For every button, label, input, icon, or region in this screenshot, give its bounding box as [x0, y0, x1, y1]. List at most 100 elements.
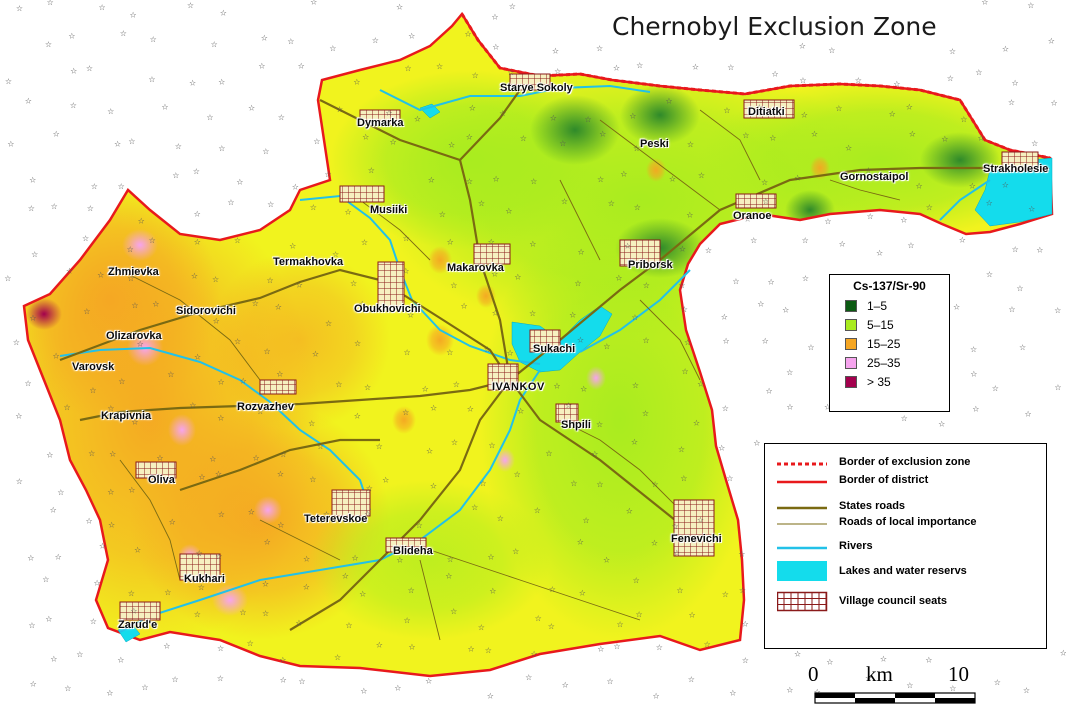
measurement-point-icon: ☆ — [561, 197, 568, 206]
measurement-point-icon: ☆ — [739, 586, 746, 595]
measurement-point-icon: ☆ — [807, 343, 814, 352]
measurement-point-icon: ☆ — [652, 480, 659, 489]
measurement-point-icon: ☆ — [520, 134, 527, 143]
measurement-point-icon: ☆ — [633, 576, 640, 585]
measurement-point-icon: ☆ — [529, 309, 536, 318]
measurement-point-icon: ☆ — [1028, 204, 1035, 213]
measurement-point-icon: ☆ — [1019, 343, 1026, 352]
measurement-point-icon: ☆ — [617, 620, 624, 629]
measurement-point-icon: ☆ — [191, 271, 198, 280]
measurement-point-icon: ☆ — [28, 204, 35, 213]
measurement-point-icon: ☆ — [742, 131, 749, 140]
measurement-point-icon: ☆ — [698, 171, 705, 180]
measurement-point-icon: ☆ — [396, 556, 403, 565]
measurement-point-icon: ☆ — [267, 276, 274, 285]
measurement-point-icon: ☆ — [845, 144, 852, 153]
measurement-point-icon: ☆ — [353, 78, 360, 87]
measurement-point-icon: ☆ — [960, 115, 967, 124]
measurement-point-icon: ☆ — [466, 132, 473, 141]
measurement-point-icon: ☆ — [404, 616, 411, 625]
measurement-point-icon: ☆ — [189, 78, 196, 87]
measurement-point-icon: ☆ — [152, 299, 159, 308]
measurement-point-icon: ☆ — [501, 382, 508, 391]
measurement-point-icon: ☆ — [478, 623, 485, 632]
measurement-point-icon: ☆ — [723, 336, 730, 345]
symbol-legend-row: Roads of local importance — [777, 516, 1042, 538]
measurement-point-icon: ☆ — [786, 368, 793, 377]
place-label: Sidorovichi — [176, 305, 236, 317]
measurement-point-icon: ☆ — [570, 479, 577, 488]
measurement-point-icon: ☆ — [491, 270, 498, 279]
measurement-point-icon: ☆ — [1054, 306, 1061, 315]
measurement-point-icon: ☆ — [465, 30, 472, 39]
measurement-point-icon: ☆ — [193, 167, 200, 176]
measurement-point-icon: ☆ — [46, 450, 53, 459]
measurement-point-icon: ☆ — [723, 106, 730, 115]
measurement-point-icon: ☆ — [591, 450, 598, 459]
measurement-point-icon: ☆ — [325, 319, 332, 328]
measurement-point-icon: ☆ — [342, 572, 349, 581]
measurement-point-icon: ☆ — [262, 147, 269, 156]
measurement-point-icon: ☆ — [29, 313, 36, 322]
measurement-point-icon: ☆ — [467, 405, 474, 414]
symbol-legend-row: States roads — [777, 500, 1042, 522]
measurement-point-icon: ☆ — [372, 36, 379, 45]
measurement-point-icon: ☆ — [517, 406, 524, 415]
measurement-point-icon: ☆ — [120, 29, 127, 38]
measurement-point-icon: ☆ — [298, 61, 305, 70]
measurement-point-icon: ☆ — [718, 443, 725, 452]
symbol-legend-label: Village council seats — [839, 595, 948, 607]
measurement-point-icon: ☆ — [801, 111, 808, 120]
measurement-point-icon: ☆ — [215, 552, 222, 561]
measurement-point-icon: ☆ — [1048, 36, 1055, 45]
measurement-point-icon: ☆ — [261, 34, 268, 43]
measurement-point-icon: ☆ — [907, 241, 914, 250]
measurement-point-icon: ☆ — [414, 114, 421, 123]
measurement-point-icon: ☆ — [148, 75, 155, 84]
legend-label: 5–15 — [867, 318, 894, 332]
symbol-swatch — [777, 506, 827, 510]
measurement-point-icon: ☆ — [1060, 648, 1066, 657]
measurement-point-icon: ☆ — [565, 401, 572, 410]
measurement-point-icon: ☆ — [569, 310, 576, 319]
legend-label: 25–35 — [867, 356, 901, 370]
measurement-point-icon: ☆ — [234, 337, 241, 346]
measurement-point-icon: ☆ — [55, 553, 62, 562]
measurement-point-icon: ☆ — [684, 338, 691, 347]
measurement-point-icon: ☆ — [925, 656, 932, 665]
measurement-point-icon: ☆ — [99, 542, 106, 551]
measurement-point-icon: ☆ — [359, 590, 366, 599]
measurement-point-icon: ☆ — [209, 454, 216, 463]
measurement-point-icon: ☆ — [53, 352, 60, 361]
place-label: Olizarovka — [106, 330, 162, 342]
legend-swatch — [845, 357, 857, 369]
measurement-point-icon: ☆ — [240, 377, 247, 386]
measurement-point-icon: ☆ — [970, 345, 977, 354]
measurement-point-icon: ☆ — [218, 78, 225, 87]
measurement-point-icon: ☆ — [471, 503, 478, 512]
measurement-point-icon: ☆ — [258, 62, 265, 71]
measurement-point-icon: ☆ — [468, 645, 475, 654]
symbol-swatch — [777, 480, 827, 484]
measurement-point-icon: ☆ — [239, 608, 246, 617]
measurement-point-icon: ☆ — [295, 619, 302, 628]
measurement-point-icon: ☆ — [13, 338, 20, 347]
measurement-point-icon: ☆ — [45, 614, 52, 623]
symbol-legend-label: Lakes and water reservs — [839, 565, 967, 577]
measurement-point-icon: ☆ — [525, 673, 532, 682]
measurement-point-icon: ☆ — [761, 178, 768, 187]
measurement-point-icon: ☆ — [354, 411, 361, 420]
state-roads — [59, 89, 990, 631]
place-label: Fenevichi — [671, 533, 722, 545]
measurement-point-icon: ☆ — [359, 300, 366, 309]
measurement-point-icon: ☆ — [390, 137, 397, 146]
measurement-point-icon: ☆ — [722, 404, 729, 413]
measurement-point-icon: ☆ — [953, 303, 960, 312]
measurement-point-icon: ☆ — [16, 4, 23, 13]
measurement-point-icon: ☆ — [310, 203, 317, 212]
measurement-point-icon: ☆ — [1043, 165, 1050, 174]
measurement-point-icon: ☆ — [487, 692, 494, 701]
measurement-point-icon: ☆ — [642, 409, 649, 418]
legend-swatch — [845, 319, 857, 331]
